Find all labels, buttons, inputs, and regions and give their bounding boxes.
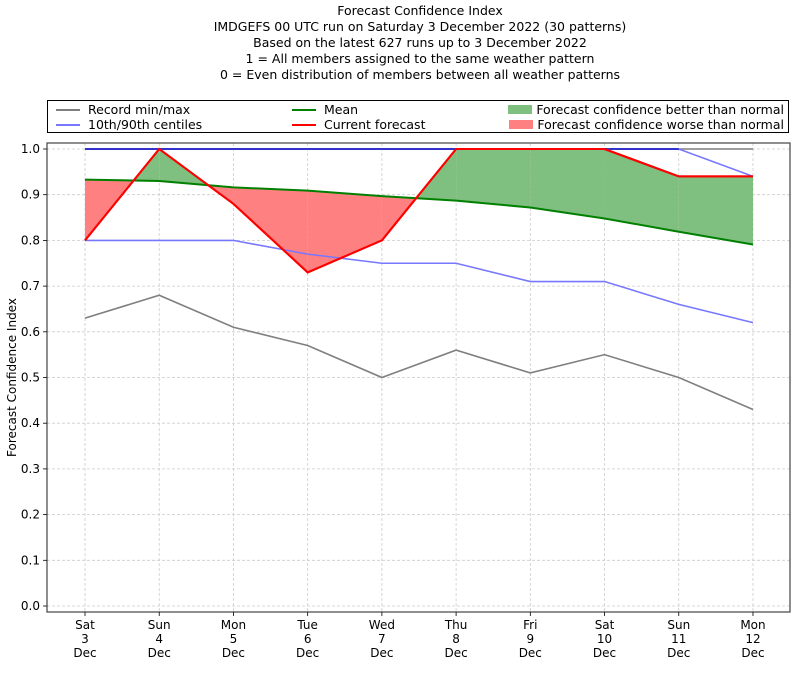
chart-subtitle-2: Based on the latest 627 runs up to 3 Dec… <box>253 35 587 50</box>
current-forecast-line-top <box>84 147 753 274</box>
x-tick-label: Fri <box>523 618 537 632</box>
y-tick-label: 0.4 <box>21 416 40 430</box>
x-tick-label: Tue <box>296 618 318 632</box>
legend-mean-swatch <box>292 108 316 111</box>
x-tick-label: Wed <box>369 618 395 632</box>
x-tick-label: 7 <box>378 632 386 646</box>
y-tick-label: 0.7 <box>21 279 40 293</box>
y-tick-label: 0.6 <box>21 325 40 339</box>
x-tick-label: Dec <box>148 646 171 660</box>
x-tick-label: 9 <box>526 632 534 646</box>
x-tick-label: Mon <box>221 618 246 632</box>
y-tick-label: 0.1 <box>21 553 40 567</box>
x-tick-label: Dec <box>444 646 467 660</box>
x-tick-label: 12 <box>745 632 760 646</box>
chart-title: Forecast Confidence Index <box>337 3 503 18</box>
legend-better-swatch <box>508 105 533 114</box>
x-tick-label: 4 <box>155 632 163 646</box>
legend-record-label: Record min/max <box>88 102 191 117</box>
x-tick-label: Thu <box>444 618 468 632</box>
legend-current: Current forecast <box>292 117 425 132</box>
y-tick-label: 0.2 <box>21 508 40 522</box>
y-axis-label: Forecast Confidence Index <box>5 298 19 457</box>
legend-worse-swatch <box>509 120 534 129</box>
series-lines <box>84 147 754 411</box>
worse-fill <box>233 187 308 273</box>
legend-worse: Forecast confidence worse than normal <box>509 117 784 132</box>
chart-subtitle-3: 1 = All members assigned to the same wea… <box>245 51 595 66</box>
x-tick-label: Dec <box>741 646 764 660</box>
x-tick-label: Dec <box>370 646 393 660</box>
x-tick-label: Dec <box>222 646 245 660</box>
record-min-line <box>84 294 754 411</box>
mean-line <box>84 178 754 246</box>
legend-record-swatch <box>56 108 80 111</box>
x-tick-label: Sat <box>595 618 615 632</box>
axis-ticks: 0.00.10.20.30.40.50.60.70.80.91.0Sat3Dec… <box>21 142 766 660</box>
x-tick-label: Sun <box>148 618 171 632</box>
x-tick-label: Dec <box>519 646 542 660</box>
x-tick-label: Dec <box>73 646 96 660</box>
y-tick-label: 0.9 <box>21 188 40 202</box>
better-fill <box>456 149 531 208</box>
y-tick-label: 1.0 <box>21 142 40 156</box>
better-fill <box>604 149 679 232</box>
y-tick-label: 0.8 <box>21 233 40 247</box>
y-tick-label: 0.5 <box>21 371 40 385</box>
x-tick-label: 11 <box>671 632 686 646</box>
worse-fill <box>307 190 382 273</box>
x-tick-label: Dec <box>667 646 690 660</box>
legend-centiles: 10th/90th centiles <box>56 117 202 132</box>
x-tick-label: Dec <box>593 646 616 660</box>
10th-centile-line <box>85 239 754 324</box>
x-tick-label: 8 <box>452 632 460 646</box>
x-tick-label: 6 <box>304 632 312 646</box>
x-tick-label: Sat <box>75 618 95 632</box>
y-tick-label: 0.0 <box>21 599 40 613</box>
x-tick-label: Dec <box>296 646 319 660</box>
legend-better: Forecast confidence better than normal <box>508 102 784 117</box>
legend-record: Record min/max <box>56 102 190 117</box>
x-tick-label: Sun <box>667 618 690 632</box>
chart-title-block: Forecast Confidence Index IMDGEFS 00 UTC… <box>0 3 800 83</box>
legend-centiles-swatch <box>56 123 80 126</box>
legend-better-label: Forecast confidence better than normal <box>536 102 784 117</box>
legend-mean-label: Mean <box>324 102 359 117</box>
chart-subtitle-4: 0 = Even distribution of members between… <box>219 67 621 82</box>
x-tick-label: 10 <box>597 632 612 646</box>
better-fill <box>678 176 753 245</box>
x-tick-label: 5 <box>230 632 238 646</box>
legend-worse-label: Forecast confidence worse than normal <box>537 117 784 132</box>
chart-subtitle-1: IMDGEFS 00 UTC run on Saturday 3 Decembe… <box>213 19 627 34</box>
better-fill <box>530 149 605 219</box>
x-tick-label: Mon <box>740 618 765 632</box>
legend-current-label: Current forecast <box>324 117 426 132</box>
legend-mean: Mean <box>292 102 358 117</box>
legend-centiles-label: 10th/90th centiles <box>88 117 203 132</box>
legend-current-swatch <box>292 123 316 126</box>
y-tick-label: 0.3 <box>21 462 40 476</box>
legend: Record min/max 10th/90th centiles Mean C… <box>47 100 789 133</box>
x-tick-label: 3 <box>81 632 89 646</box>
